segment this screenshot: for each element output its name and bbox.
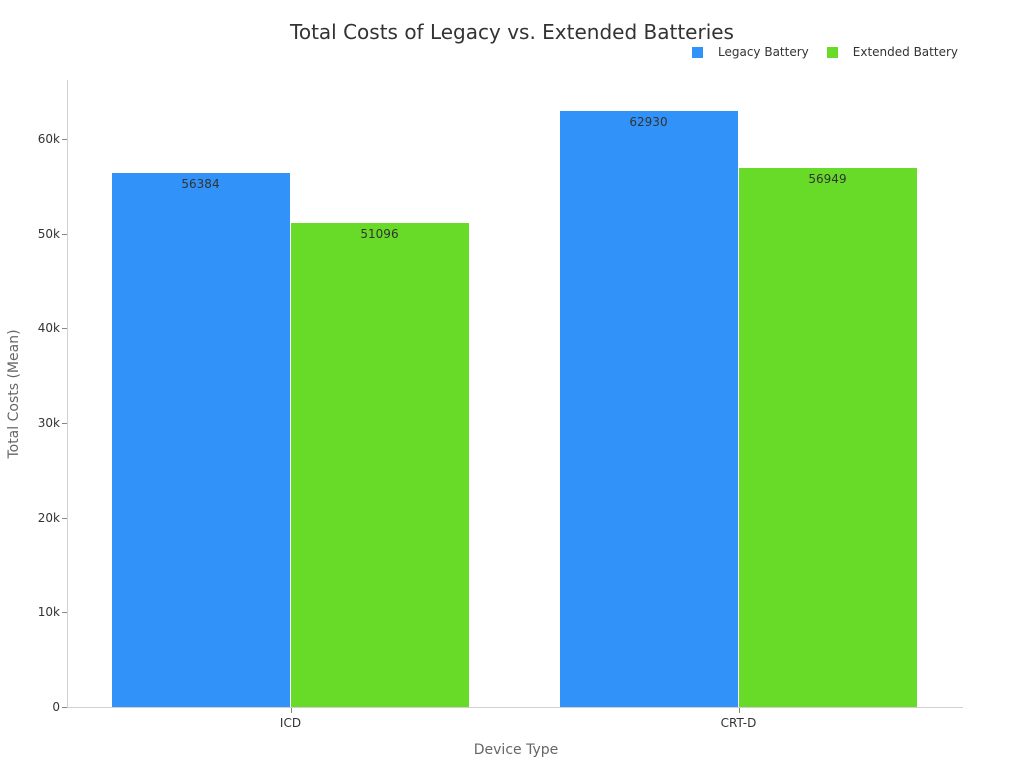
y-tick-label: 60k: [37, 132, 60, 146]
y-tick-label: 20k: [37, 510, 60, 525]
y-tick-mark: [62, 517, 67, 519]
y-tick-label: 0: [52, 700, 60, 714]
x-axis-line: [67, 707, 963, 708]
chart-title: Total Costs of Legacy vs. Extended Batte…: [290, 20, 734, 44]
y-tick-mark: [62, 328, 67, 330]
bar-crt-d-legacy-battery[interactable]: 62930: [559, 111, 738, 707]
y-tick-label: 50k: [37, 226, 60, 241]
bar-icd-extended-battery[interactable]: 51096: [290, 223, 469, 707]
x-tick-label: ICD: [279, 716, 302, 730]
x-tick-mark: [738, 708, 740, 713]
bar-value-label: 51096: [360, 227, 399, 242]
y-tick-mark: [62, 233, 67, 235]
legend-label-extended: Extended Battery: [852, 45, 958, 59]
legend-item-extended[interactable]: Extended Battery: [826, 45, 958, 59]
legend: Legacy Battery Extended Battery: [674, 45, 958, 59]
legend-swatch-legacy-icon: [692, 46, 703, 58]
bar-value-label: 56949: [808, 171, 847, 186]
bar-value-label: 62930: [629, 115, 668, 130]
legend-swatch-extended-icon: [826, 46, 838, 58]
legend-label-legacy: Legacy Battery: [718, 45, 809, 59]
legend-item-legacy[interactable]: Legacy Battery: [692, 45, 809, 59]
y-axis-line: [67, 80, 68, 708]
y-axis-label: Total Costs (Mean): [6, 329, 22, 459]
bar-icd-legacy-battery[interactable]: 56384: [111, 173, 290, 707]
bar-crt-d-extended-battery[interactable]: 56949: [738, 167, 917, 707]
y-tick-mark: [62, 139, 67, 140]
y-tick-label: 10k: [37, 605, 60, 620]
x-tick-label: CRT-D: [720, 716, 757, 730]
y-tick-mark: [62, 707, 67, 708]
y-tick-label: 30k: [37, 416, 60, 430]
y-tick-mark: [62, 423, 67, 424]
x-axis-label: Device Type: [473, 742, 559, 758]
y-tick-label: 40k: [37, 321, 60, 336]
y-tick-mark: [62, 612, 67, 614]
bar-value-label: 56384: [181, 177, 220, 192]
x-tick-mark: [290, 708, 292, 713]
